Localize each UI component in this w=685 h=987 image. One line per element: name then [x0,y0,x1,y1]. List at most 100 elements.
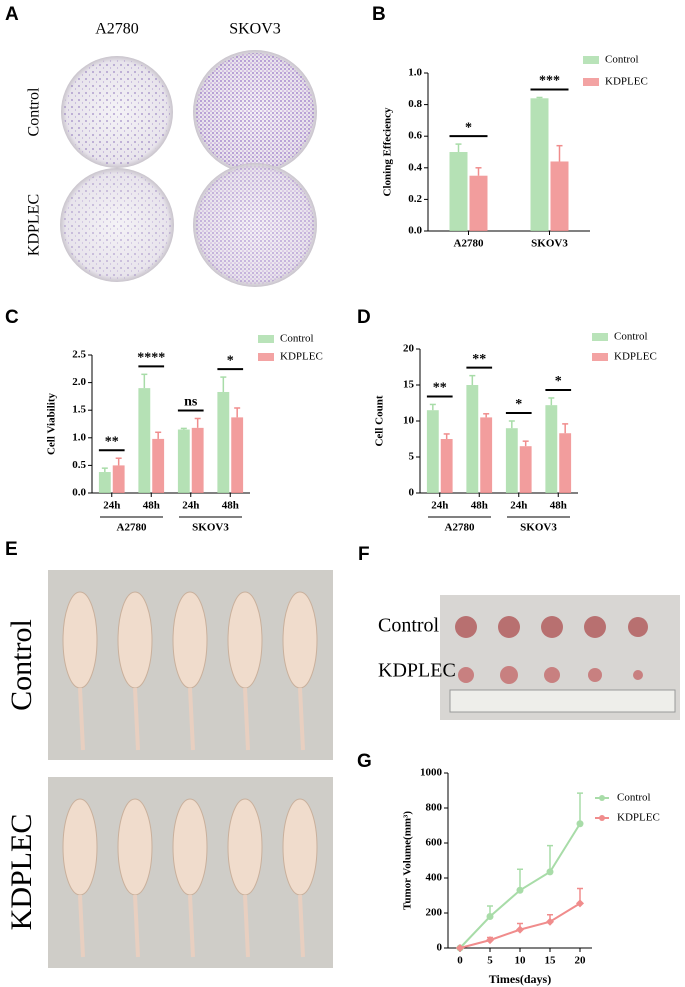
bar [98,472,111,493]
legend-swatch [592,353,608,361]
bar [112,465,125,493]
bar [480,417,493,493]
legend-label: KDPLEC [617,812,660,824]
bar [177,429,190,493]
mouse-tail [78,894,85,958]
row-label: KDPLEC [378,660,456,682]
bar [545,405,558,493]
legend-marker [599,815,605,821]
mouse-tail [78,687,85,751]
mouse-tail [188,687,195,751]
legend-swatch [583,56,599,64]
x-tick-label: SKOV3 [531,238,568,250]
x-tick-label: 24h [510,500,527,512]
legend-marker [599,795,605,801]
legend-label: KDPLEC [605,76,648,88]
y-tick-label: 0.0 [72,487,86,499]
bar [440,439,453,493]
significance-label: ** [105,434,119,449]
bar [505,428,518,493]
x-tick-label: 48h [550,500,567,512]
panel-f-photo [440,595,680,720]
bar [217,391,230,493]
panel-label: D [357,307,371,328]
mouse-body [227,591,263,689]
mouse-body [62,591,98,689]
row-label: Control [26,87,43,136]
y-tick-label: 0 [409,487,415,499]
legend-label: Control [614,331,648,343]
group-label: SKOV3 [192,522,229,534]
legend-label: Control [605,54,639,66]
y-tick-label: 15 [403,379,415,391]
mouse-tail [298,894,305,958]
bar [550,161,569,231]
group-label: SKOV3 [520,522,557,534]
significance-label: **** [137,351,165,366]
tumor [584,616,606,638]
x-tick-label: 20 [575,955,587,967]
x-tick-label: 15 [545,955,557,967]
y-tick-label: 10 [403,415,415,427]
y-tick-label: 200 [426,907,443,919]
legend-swatch [258,353,274,361]
tumor [458,667,474,683]
mouse-body [227,798,263,896]
column-label: SKOV3 [229,21,281,38]
y-tick-label: 0.0 [408,225,422,237]
y-tick-label: 20 [403,343,415,355]
legend-swatch [583,78,599,86]
x-tick-label: 24h [182,500,199,512]
legend-label: Control [617,792,651,804]
y-tick-label: 0.5 [72,459,86,471]
bar [466,385,479,493]
line [459,902,581,949]
bar [449,152,468,231]
panel-label: E [5,539,18,560]
tumor [633,670,643,680]
mouse-body [282,591,318,689]
row-label: KDPLEC [26,194,43,256]
y-tick-label: 600 [426,837,443,849]
mouse-body [282,798,318,896]
bar [559,433,572,493]
mouse-tail [298,687,305,751]
group-label: A2780 [445,522,475,534]
bar [519,446,532,493]
significance-label: * [227,353,234,368]
y-tick-label: 0.4 [408,161,422,173]
significance-label: ** [433,381,447,396]
mouse-tail [133,894,140,958]
bar [152,438,165,493]
y-tick-label: 2.5 [72,349,86,361]
x-tick-label: 48h [471,500,488,512]
significance-label: ns [184,395,198,410]
significance-label: *** [539,74,560,89]
legend-swatch [258,335,274,343]
tumor [455,616,477,638]
group-label: A2780 [117,522,147,534]
column-label: A2780 [95,21,139,38]
row-label: KDPLEC [5,814,38,931]
mouse-tail [188,894,195,958]
bar [191,427,204,493]
panel-a-photo [60,50,317,287]
y-axis-label: Cloning Effeciency [382,107,394,196]
significance-label: * [555,374,562,389]
x-tick-label: A2780 [454,238,484,250]
y-tick-label: 0.6 [408,130,422,142]
mouse-tail [243,894,250,958]
mouse-body [117,591,153,689]
y-axis-label: Tumor Volume(mm³) [402,811,414,910]
bar [231,417,244,493]
mouse-body [172,591,208,689]
x-tick-label: 48h [143,500,160,512]
significance-label: * [465,120,472,135]
legend-label: KDPLEC [614,351,657,363]
y-tick-label: 1.5 [72,404,86,416]
bar [138,388,151,493]
legend-swatch [592,333,608,341]
x-tick-label: 24h [103,500,120,512]
y-tick-label: 400 [426,872,443,884]
